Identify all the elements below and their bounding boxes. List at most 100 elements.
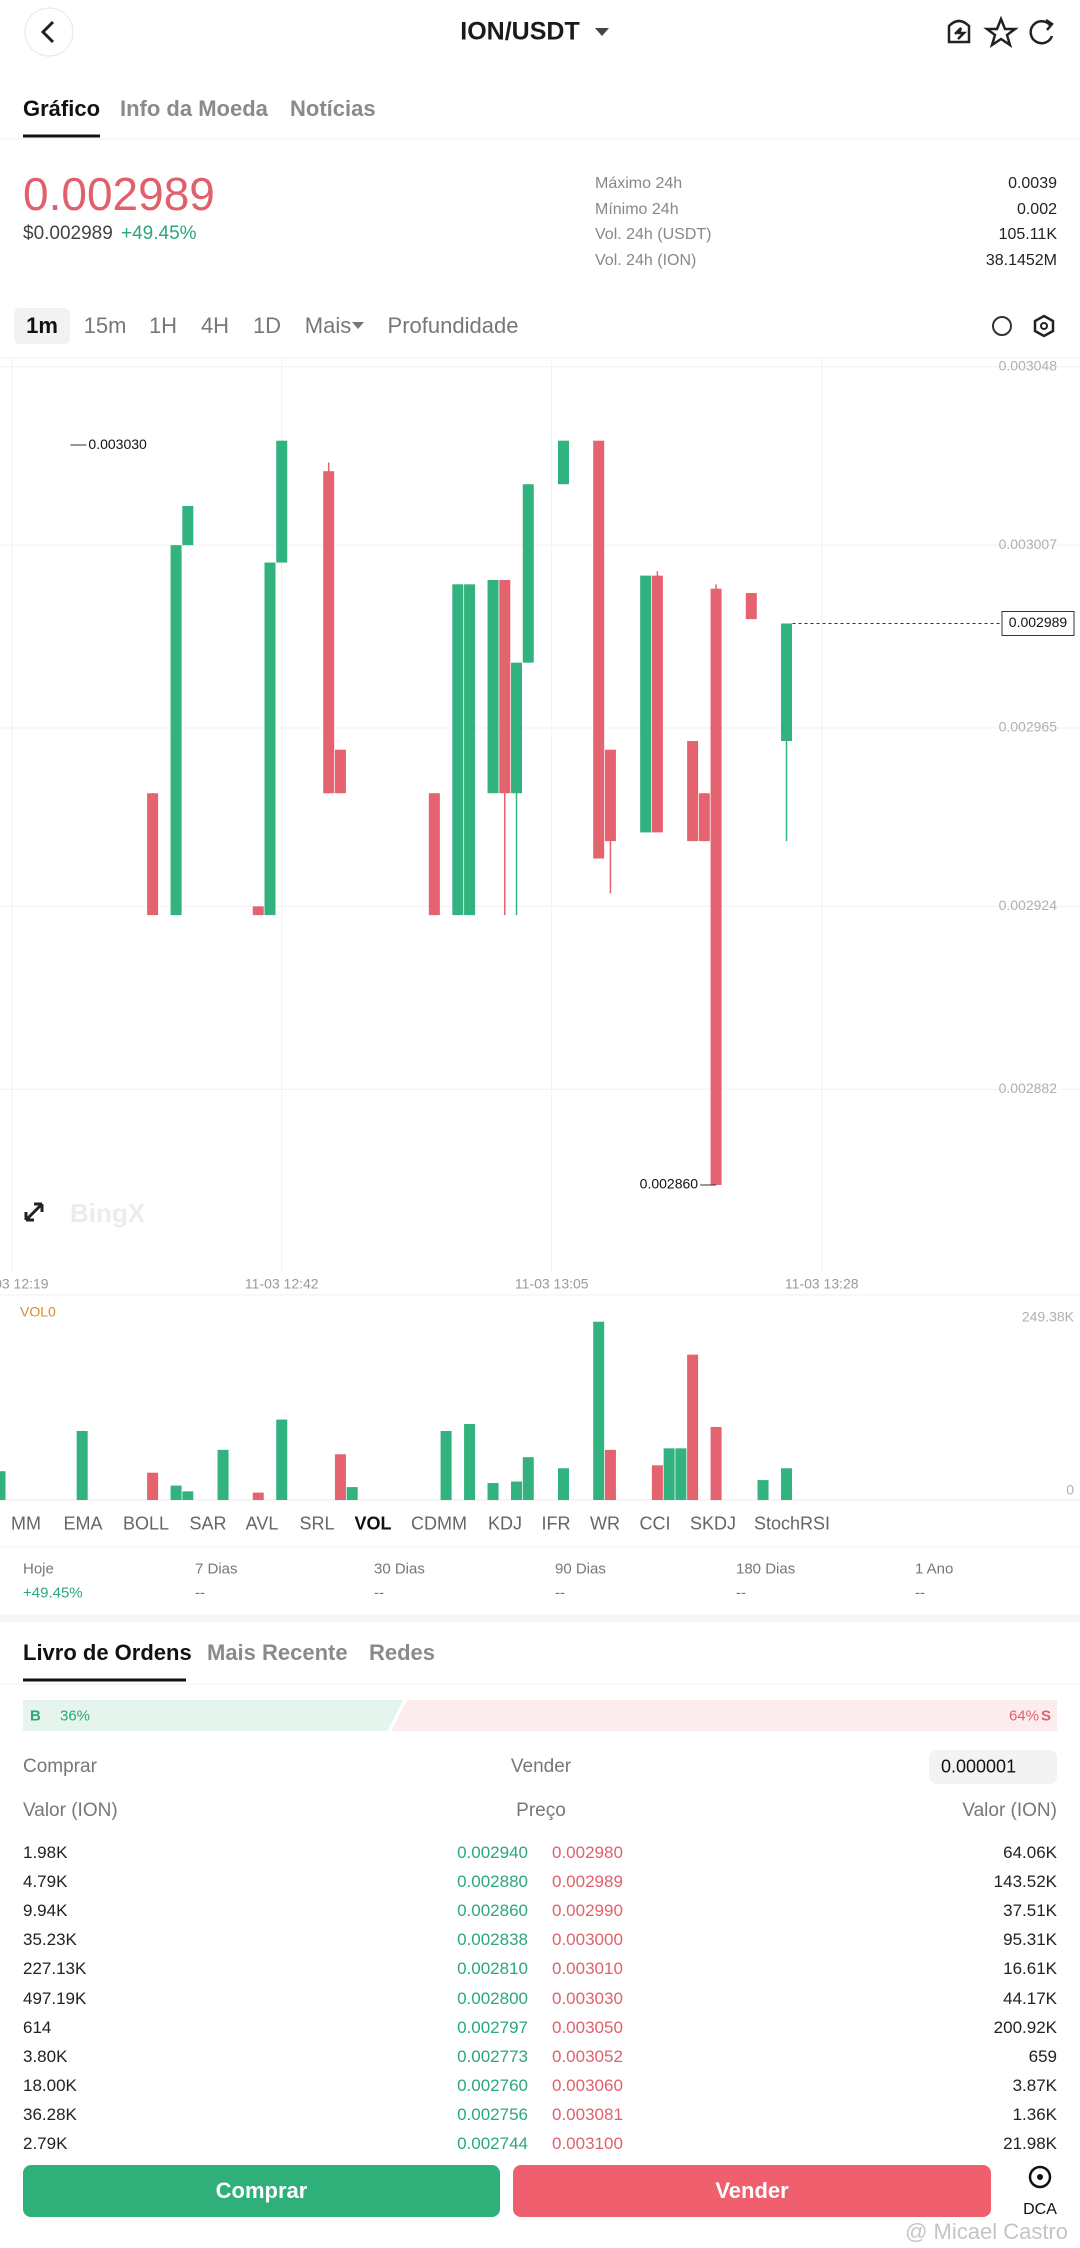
timeframe[interactable]: Mais: [304, 313, 352, 338]
tab[interactable]: Notícias: [290, 96, 376, 121]
indicator-tab[interactable]: EMA: [63, 1513, 103, 1534]
candle-body: [428, 793, 440, 916]
indicator-tab[interactable]: MM: [11, 1513, 41, 1534]
sell-ratio: 64%: [1008, 1707, 1039, 1725]
period-label: 7 Dias: [195, 1560, 238, 1578]
stat-label: Máximo 24h: [595, 175, 683, 192]
x-tick-label: 11-03 13:05: [515, 1276, 589, 1292]
chart-watermark: BingX: [70, 1198, 146, 1228]
candle-body: [511, 662, 523, 794]
candle-body: [334, 749, 346, 794]
orderbook-tab[interactable]: Livro de Ordens: [23, 1640, 192, 1665]
buy-button[interactable]: Comprar: [23, 2165, 500, 2217]
stat-label: Mínimo 24h: [595, 200, 679, 218]
last-price: 0.002989: [23, 168, 215, 220]
side-label: Comprar: [23, 1756, 97, 1777]
last-price-box: [1001, 610, 1075, 636]
dca-label[interactable]: DCA: [1023, 2201, 1057, 2218]
bid-amount: 4.79K: [23, 1872, 68, 1892]
settings-icon-center: [1040, 322, 1048, 330]
settings-icon[interactable]: [1033, 314, 1055, 338]
ask-price: 0.002980: [552, 1843, 623, 1862]
back-button[interactable]: [24, 7, 74, 57]
ask-amount: 44.17K: [1003, 1988, 1057, 2008]
indicator-tab[interactable]: CCI: [639, 1513, 671, 1534]
ask-amount: 200.92K: [993, 2017, 1057, 2037]
orderbook-tab[interactable]: Redes: [369, 1640, 436, 1665]
timeframe[interactable]: 1m: [26, 313, 58, 338]
precision-value: 0.000001: [941, 1756, 1017, 1777]
indicator-tab[interactable]: BOLL: [122, 1513, 170, 1534]
x-tick-label: 11-03 12:19: [0, 1276, 49, 1292]
sell-button[interactable]: Vender: [513, 2165, 991, 2217]
ask-amount: 16.61K: [1003, 1959, 1057, 1979]
timeframe[interactable]: Profundidade: [387, 313, 519, 338]
ask-amount: 95.31K: [1003, 1930, 1057, 1950]
indicator-tab[interactable]: SAR: [189, 1513, 227, 1534]
indicator-tab[interactable]: StochRSI: [753, 1513, 831, 1534]
volume-bar: [557, 1468, 569, 1500]
indicator-tab[interactable]: KDJ: [487, 1513, 523, 1534]
ask-price: 0.003052: [552, 2046, 623, 2066]
dca-icon[interactable]: [1028, 2165, 1052, 2189]
candle-body: [698, 793, 710, 842]
period-value: --: [555, 1584, 565, 1602]
indicator-tab[interactable]: AVL: [245, 1513, 279, 1534]
volume-bar: [76, 1431, 88, 1500]
bid-price: 0.002800: [457, 1988, 528, 2008]
stat-value: 0.002: [1016, 200, 1057, 218]
indicator-tab[interactable]: SKDJ: [689, 1513, 737, 1534]
favorite-icon[interactable]: [983, 15, 1019, 48]
volume-bar: [252, 1492, 264, 1500]
period-label: 30 Dias: [374, 1560, 425, 1578]
timeframe[interactable]: 1D: [252, 313, 282, 338]
timeframe[interactable]: 4H: [200, 313, 230, 338]
tab[interactable]: Gráfico: [23, 96, 101, 121]
drawing-tool-icon[interactable]: [992, 316, 1012, 336]
precision-select[interactable]: [929, 1750, 1057, 1784]
section-gap: [0, 1614, 1080, 1622]
stat-value: 0.0039: [1008, 175, 1057, 192]
bid-amount: 18.00K: [23, 2075, 77, 2095]
indicator-tab[interactable]: SRL: [299, 1513, 335, 1534]
bid-price: 0.002797: [457, 2017, 528, 2037]
ask-amount: 659: [1028, 2046, 1057, 2066]
indicator-tab[interactable]: WR: [590, 1513, 620, 1534]
price-change: +49.45%: [121, 223, 197, 244]
indicator-tab[interactable]: CDMM: [411, 1513, 467, 1534]
volume-bar: [217, 1449, 229, 1500]
alert-icon[interactable]: [947, 19, 971, 44]
pair-dropdown-icon[interactable]: [595, 28, 609, 36]
ask-price: 0.003030: [552, 1988, 623, 2008]
orderbook-tab[interactable]: Mais Recente: [207, 1640, 348, 1665]
volume-bar: [710, 1426, 722, 1500]
volume-bar: [522, 1457, 534, 1500]
indicator-tab[interactable]: VOL: [354, 1513, 392, 1534]
annotation-label: 0.003030: [88, 436, 147, 452]
volume-bar: [487, 1483, 499, 1500]
ask-amount: 64.06K: [1003, 1843, 1057, 1862]
timeframe[interactable]: 15m: [83, 313, 127, 338]
column-header: Valor (ION): [962, 1800, 1057, 1821]
candle-body: [464, 584, 476, 916]
sell-letter: S: [1040, 1707, 1051, 1725]
volume-bar: [781, 1468, 793, 1500]
indicator-tab[interactable]: IFR: [541, 1513, 571, 1534]
page-title[interactable]: ION/USDT: [460, 17, 580, 46]
candle-body: [170, 545, 182, 916]
y-tick-label: 0.002965: [999, 719, 1058, 735]
volume-bar: [675, 1448, 687, 1500]
share-icon[interactable]: [1029, 18, 1054, 45]
tab[interactable]: Info da Moeda: [120, 96, 268, 121]
timeframe[interactable]: 1H: [148, 313, 178, 338]
volume-bar: [593, 1321, 605, 1500]
y-tick-label: 0: [1066, 1482, 1074, 1498]
ask-amount: 21.98K: [1003, 2134, 1057, 2153]
ask-price: 0.003100: [552, 2134, 623, 2153]
fullscreen-icon[interactable]: [24, 1202, 44, 1222]
y-tick-label: 0.002924: [999, 897, 1058, 913]
volume-bar: [663, 1448, 675, 1500]
column-header: Valor (ION): [23, 1800, 118, 1821]
